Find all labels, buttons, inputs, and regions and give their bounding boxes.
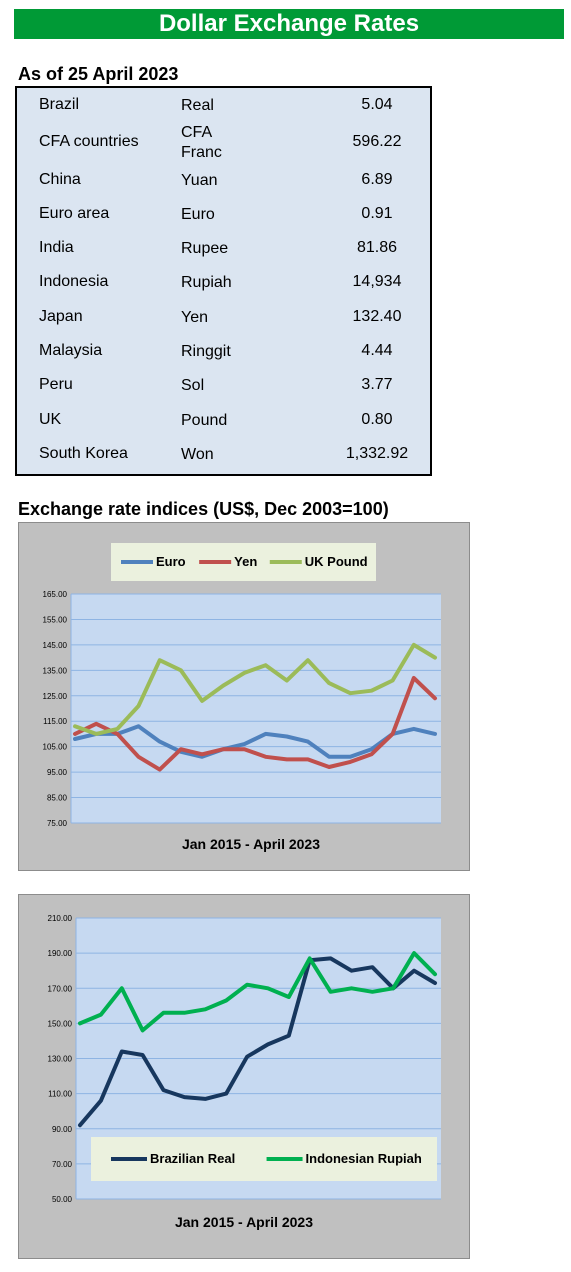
y-tick-label: 50.00 <box>52 1195 73 1204</box>
rate-currency: Yuan <box>181 172 218 189</box>
y-tick-label: 90.00 <box>52 1125 73 1134</box>
page-title: Dollar Exchange Rates <box>14 9 564 39</box>
series-line-brazilian-real <box>78 956 437 1128</box>
y-tick-label: 155.00 <box>43 615 68 624</box>
x-axis-label: Jan 2015 - April 2023 <box>182 836 320 852</box>
series-line-indonesian-rupiah <box>78 951 437 1033</box>
y-tick-label: 135.00 <box>43 666 68 675</box>
indices-subtitle: Exchange rate indices (US$, Dec 2003=100… <box>18 499 389 519</box>
y-tick-label: 85.00 <box>47 794 68 803</box>
y-tick-label: 210.00 <box>48 914 73 923</box>
rate-country: Malaysia <box>39 342 103 359</box>
rate-currency: Ringgit <box>181 343 231 360</box>
rate-currency: Yen <box>181 309 208 326</box>
rate-currency: Won <box>181 446 214 463</box>
rate-country: Japan <box>39 308 83 325</box>
rate-currency: Pound <box>181 412 228 429</box>
chart-major-currencies: 165.00 155.00 145.00 135.00 125.00 115.00 105.… <box>43 543 441 852</box>
rate-currency: Euro <box>181 206 215 223</box>
rate-country: Euro area <box>39 205 110 222</box>
rate-currency: CFA Franc <box>181 124 222 161</box>
rates-subtitle: As of 25 April 2023 <box>18 64 179 84</box>
y-tick-label: 105.00 <box>43 743 68 752</box>
rate-value: 132.40 <box>352 308 402 325</box>
rate-value: 0.80 <box>361 411 393 428</box>
rate-currency: Rupiah <box>181 274 232 291</box>
legend-label: Brazilian Real <box>150 1151 235 1166</box>
legend <box>111 543 376 581</box>
rate-country: South Korea <box>39 445 128 462</box>
chart-panel-emerging-currencies: 210.00 190.00 170.00 150.00 130.00 110.00 90.0… <box>18 894 470 1259</box>
rate-country: Indonesia <box>39 273 109 290</box>
rate-value: 0.91 <box>361 205 393 222</box>
chart-emerging-currencies: 210.00 190.00 170.00 150.00 130.00 110.00 90.0… <box>48 914 441 1230</box>
x-axis-label: Jan 2015 - April 2023 <box>175 1214 313 1230</box>
rate-country: Peru <box>39 376 73 393</box>
y-tick-label: 125.00 <box>43 692 68 701</box>
y-tick-label: 130.00 <box>48 1055 73 1064</box>
y-tick-label: 95.00 <box>47 768 68 777</box>
rate-value: 5.04 <box>361 96 393 113</box>
legend-label: Indonesian Rupiah <box>306 1151 422 1166</box>
rate-country: Brazil <box>39 96 80 113</box>
rate-country: CFA countries <box>39 133 139 150</box>
y-tick-label: 75.00 <box>47 819 68 828</box>
y-tick-label: 190.00 <box>48 949 73 958</box>
rate-currency: Real <box>181 97 214 114</box>
y-tick-label: 70.00 <box>52 1160 73 1169</box>
rate-value: 14,934 <box>352 273 402 290</box>
rate-currency: Rupee <box>181 240 229 257</box>
series-line-uk-pound <box>73 642 437 736</box>
rate-value: 1,332.92 <box>345 445 409 462</box>
y-tick-label: 150.00 <box>48 1019 73 1028</box>
rate-value: 6.89 <box>361 171 393 188</box>
rates-table: Brazil Real 5.04 CFA countries CFA Franc 596.… <box>15 86 432 476</box>
y-tick-label: 165.00 <box>43 590 68 599</box>
rate-country: China <box>39 171 81 188</box>
legend <box>91 1137 437 1181</box>
rate-value: 4.44 <box>361 342 393 359</box>
series-line-yen <box>73 676 437 772</box>
legend-label: Yen <box>234 554 257 569</box>
y-tick-label: 115.00 <box>43 717 67 726</box>
rate-value: 596.22 <box>352 133 402 150</box>
legend-label: Euro <box>156 554 186 569</box>
rate-value: 81.86 <box>356 239 398 256</box>
y-tick-label: 145.00 <box>43 641 68 650</box>
plot-area <box>71 594 441 823</box>
legend-label: UK Pound <box>305 554 368 569</box>
rate-country: UK <box>39 411 62 428</box>
y-tick-label: 170.00 <box>48 984 73 993</box>
rate-country: India <box>39 239 74 256</box>
rate-value: 3.77 <box>361 376 393 393</box>
chart-panel-major-currencies: 165.00 155.00 145.00 135.00 125.00 115.00 105.… <box>18 522 470 871</box>
rate-currency: Sol <box>181 377 205 394</box>
y-tick-label: 110.00 <box>48 1090 72 1099</box>
series-line-euro <box>73 724 437 759</box>
